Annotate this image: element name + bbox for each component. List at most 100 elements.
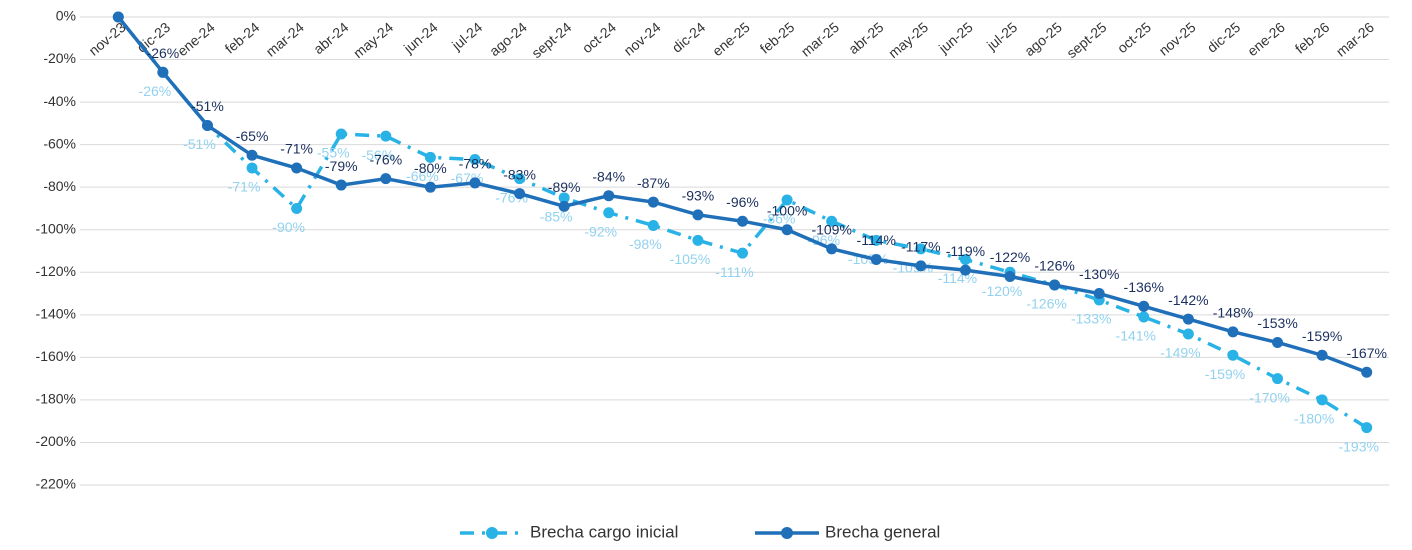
point	[826, 215, 838, 227]
point	[514, 173, 526, 185]
point	[737, 215, 748, 227]
x-tick-label: may-24	[350, 19, 396, 61]
point	[1316, 394, 1328, 406]
point	[647, 219, 659, 231]
point	[291, 202, 303, 214]
data-label: -126%	[1026, 296, 1066, 312]
x-tick-label: feb-24	[222, 19, 263, 57]
point	[246, 162, 258, 174]
point	[959, 254, 971, 266]
data-label: -86%	[763, 211, 796, 227]
data-label: -149%	[1160, 345, 1200, 361]
point	[424, 151, 436, 163]
x-tick-label: jun-25	[935, 19, 976, 57]
point	[1361, 422, 1373, 434]
data-label: -193%	[1338, 438, 1378, 454]
data-label: -109%	[811, 222, 851, 238]
x-tick-label: sept-24	[528, 19, 574, 61]
point	[603, 207, 615, 219]
data-label: -167%	[1346, 345, 1386, 361]
point	[1138, 311, 1150, 323]
legend-label: Brecha general	[825, 522, 940, 541]
point	[692, 234, 704, 246]
data-label: -89%	[548, 179, 581, 195]
point	[1093, 288, 1105, 300]
data-label: -71%	[280, 141, 313, 157]
y-tick-label: -160%	[36, 348, 76, 364]
point	[469, 177, 481, 189]
data-label: -83%	[503, 166, 536, 182]
point	[112, 11, 124, 23]
point	[157, 66, 169, 78]
data-label: -26%	[147, 45, 180, 61]
x-tick-label: dic-24	[669, 19, 709, 56]
data-label: -117%	[901, 239, 940, 255]
x-tick-label: jul-25	[983, 19, 1020, 54]
y-tick-label: -120%	[36, 263, 76, 279]
y-tick-label: -220%	[36, 476, 76, 492]
x-tick-label: sept-25	[1063, 19, 1109, 61]
point	[1227, 326, 1239, 338]
data-label: -119%	[946, 243, 985, 259]
data-label: -87%	[637, 175, 670, 191]
point	[959, 264, 971, 276]
point	[826, 243, 838, 255]
point	[915, 260, 927, 272]
data-label: -51%	[183, 136, 216, 152]
x-tick-label: ene-26	[1244, 19, 1288, 59]
point	[558, 192, 570, 204]
data-label: -153%	[1257, 315, 1297, 331]
point	[915, 243, 927, 255]
point	[870, 234, 882, 246]
data-label: -114%	[857, 232, 896, 248]
data-label: -120%	[982, 283, 1022, 299]
data-label: -130%	[1079, 266, 1119, 282]
y-tick-label: -140%	[36, 306, 76, 322]
x-tick-label: jul-24	[448, 19, 485, 54]
data-label: -90%	[272, 219, 305, 235]
point	[1272, 336, 1284, 348]
data-label: -159%	[1302, 328, 1342, 344]
data-label: -111%	[715, 264, 753, 280]
point	[558, 200, 570, 212]
point	[1361, 366, 1373, 378]
x-tick-label: mar-24	[263, 19, 307, 60]
x-tick-label: abr-24	[310, 19, 351, 57]
point	[380, 130, 392, 142]
legend-label: Brecha cargo inicial	[530, 522, 678, 541]
data-label: -126%	[1034, 258, 1074, 274]
data-label: -51%	[191, 98, 224, 114]
x-tick-label: mar-25	[798, 19, 842, 60]
x-tick-label: ene-24	[174, 19, 218, 59]
data-label: -98%	[629, 236, 662, 252]
x-tick-label: oct-24	[579, 19, 619, 56]
data-label: -55%	[317, 145, 350, 161]
data-label: -122%	[990, 249, 1030, 265]
data-label: -76%	[369, 151, 402, 167]
x-tick-label: abr-25	[845, 19, 886, 57]
y-tick-label: -40%	[43, 93, 76, 109]
x-tick-label: feb-26	[1292, 19, 1333, 57]
data-label: -56%	[361, 147, 394, 163]
legend-marker	[781, 527, 793, 539]
data-label: -170%	[1249, 389, 1289, 405]
data-label: -180%	[1294, 411, 1334, 427]
point	[335, 179, 347, 191]
x-tick-label: mar-26	[1333, 19, 1377, 60]
point	[1004, 271, 1016, 283]
data-label: -141%	[1116, 328, 1156, 344]
point	[335, 128, 347, 140]
point	[1138, 300, 1150, 312]
x-tick-label: ago-25	[1021, 19, 1065, 59]
y-tick-label: -60%	[43, 135, 76, 151]
y-tick-label: -100%	[36, 220, 76, 236]
data-label: -71%	[228, 179, 261, 195]
data-label: -100%	[767, 202, 807, 218]
data-label: -85%	[540, 209, 573, 225]
data-label: -148%	[1213, 305, 1253, 321]
point	[781, 224, 793, 236]
point	[246, 149, 258, 161]
data-label: -26%	[139, 83, 172, 99]
data-label: -136%	[1124, 279, 1164, 295]
